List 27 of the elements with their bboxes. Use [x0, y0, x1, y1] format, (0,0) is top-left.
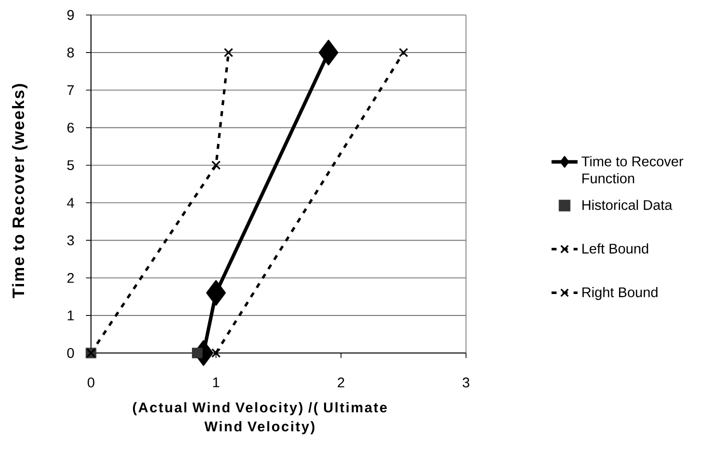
y-tick-label: 8	[67, 48, 74, 58]
x-tick-label: 2	[338, 378, 344, 388]
point	[192, 348, 203, 358]
legend-label: Right Bound	[582, 286, 658, 300]
y-tick-label: 0	[67, 348, 74, 358]
y-tick-label: 5	[67, 160, 74, 170]
point	[224, 48, 234, 58]
point	[206, 280, 226, 306]
y-tick-label: 2	[67, 272, 74, 283]
y-tick-label: 3	[67, 235, 74, 246]
point	[398, 48, 408, 58]
y-tick-label: 9	[67, 10, 74, 20]
y-axis-title: Time to Recover (weeks)	[12, 84, 28, 298]
y-tick-label: 4	[67, 198, 74, 208]
x-tick-label: 3	[462, 378, 470, 388]
legend-label: Historical Data	[582, 200, 672, 210]
x-axis-title: (Actual Wind Velocity) /( Ultimate Wind Velocity)	[132, 402, 387, 434]
point	[318, 40, 338, 66]
legend-label: Time to Recover Function	[582, 156, 684, 184]
y-tick-label: 6	[67, 122, 74, 133]
point	[211, 348, 221, 358]
x-tick-label: 1	[213, 378, 220, 388]
legend-label: Left Bound	[582, 243, 648, 254]
y-tick-label: 7	[67, 85, 74, 95]
x-tick-label: 0	[88, 378, 94, 388]
y-tick-label: 1	[68, 310, 74, 320]
point	[211, 160, 221, 170]
